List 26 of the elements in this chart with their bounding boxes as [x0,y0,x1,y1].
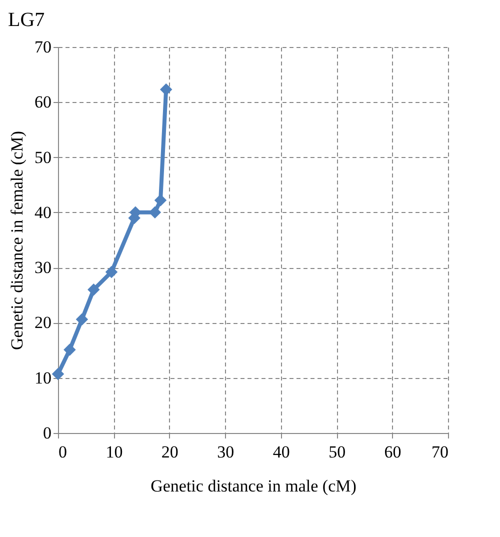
point [160,83,172,96]
point [64,344,76,356]
x-axis-title: Genetic distance in male (cM) [150,476,356,496]
point [88,284,100,296]
point [154,194,167,206]
y-tick-label: 30 [34,258,52,278]
x-tick-label: 0 [58,442,67,462]
x-tick-label: 30 [217,442,234,462]
y-tick-label: 40 [34,202,52,222]
x-tick-label: 70 [432,442,448,462]
y-tick-label: 0 [43,424,52,442]
x-tick-label: 50 [328,442,346,462]
point [105,266,118,278]
y-tick-label: 20 [34,313,52,332]
y-axis-title: Genetic distance in female (cM) [8,130,26,350]
x-tick-label: 60 [384,442,402,462]
y-tick-label: 50 [34,148,52,167]
y-tick-label: 70 [34,38,52,56]
point [76,313,88,326]
y-tick-label: 60 [34,92,52,112]
x-tick-label: 10 [106,442,123,462]
x-tick-label: 20 [161,442,178,462]
point [52,368,64,380]
y-tick-label: 10 [34,368,52,388]
chart-title: LG7 [8,9,45,31]
x-tick-label: 40 [272,442,290,462]
